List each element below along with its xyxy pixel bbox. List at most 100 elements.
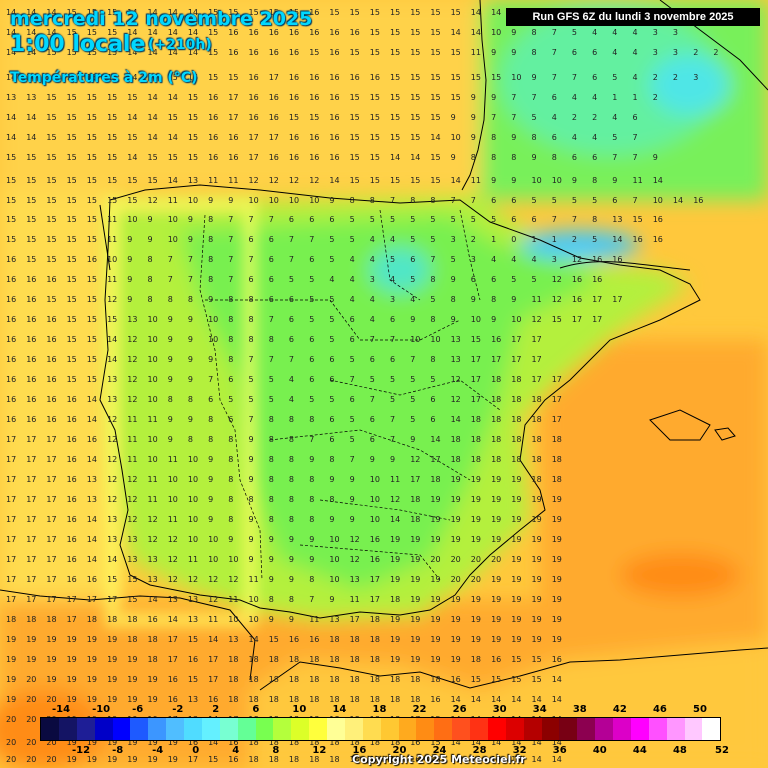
temperature-value: 12	[127, 515, 137, 524]
temperature-value: 9	[511, 48, 516, 57]
temperature-value: 19	[430, 635, 440, 644]
temperature-value: 18	[491, 375, 501, 384]
temperature-value: 16	[188, 738, 198, 747]
temperature-value: 6	[228, 375, 233, 384]
legend-label-lower: 44	[632, 745, 647, 756]
temperature-value: 20	[451, 555, 461, 564]
temperature-value: 5	[410, 375, 415, 384]
temperature-value: 7	[249, 255, 254, 264]
temperature-value: 16	[208, 153, 218, 162]
temperature-value: 15	[370, 8, 380, 17]
temperature-value: 15	[269, 8, 279, 17]
temperature-value: 10	[370, 475, 380, 484]
temperature-value: 8	[309, 515, 314, 524]
temperature-value: 15	[370, 113, 380, 122]
temperature-value: 16	[67, 455, 77, 464]
temperature-value: 5	[329, 255, 334, 264]
temperature-value: 8	[329, 455, 334, 464]
temperature-value: 16	[491, 335, 501, 344]
temperature-value: 9	[410, 435, 415, 444]
temperature-value: 15	[350, 153, 360, 162]
temperature-value: 11	[127, 415, 137, 424]
temperature-value: 11	[228, 595, 238, 604]
temperature-value: 9	[350, 515, 355, 524]
temperature-value: 12	[208, 595, 218, 604]
temperature-value: 15	[430, 73, 440, 82]
temperature-value: 6	[532, 215, 537, 224]
temperature-value: 13	[451, 355, 461, 364]
temperature-value: 9	[572, 176, 577, 185]
temperature-value: 20	[46, 755, 56, 764]
temperature-value: 17	[188, 755, 198, 764]
temperature-value: 15	[491, 73, 501, 82]
temperature-value: 15	[390, 176, 400, 185]
temperature-value: 9	[653, 153, 658, 162]
temperature-value: 20	[26, 755, 36, 764]
temperature-value: 12	[127, 395, 137, 404]
temperature-value: 6	[592, 153, 597, 162]
temperature-value: 16	[309, 8, 319, 17]
legend-swatch	[148, 718, 167, 740]
temperature-value: 15	[67, 28, 77, 37]
temperature-value: 17	[26, 435, 36, 444]
temperature-value: 11	[148, 415, 158, 424]
temperature-value: 15	[107, 133, 117, 142]
temperature-value: 18	[309, 655, 319, 664]
run-info: Run GFS 6Z du lundi 3 novembre 2025	[506, 8, 760, 26]
temperature-value: 5	[350, 215, 355, 224]
temperature-value: 7	[511, 113, 516, 122]
legend-label-upper: 26	[452, 704, 467, 715]
temperature-value: 4	[370, 295, 375, 304]
temperature-value: 13	[148, 575, 158, 584]
temperature-value: 12	[410, 455, 420, 464]
temperature-value: 18	[269, 738, 279, 747]
temperature-value: 17	[491, 355, 501, 364]
temperature-value: 19	[511, 515, 521, 524]
temperature-value: 9	[208, 495, 213, 504]
temperature-value: 18	[350, 635, 360, 644]
temperature-value: 5	[532, 275, 537, 284]
temperature-value: 12	[532, 315, 542, 324]
temperature-value: 10	[370, 515, 380, 524]
temperature-value: 12	[107, 435, 117, 444]
temperature-value: 6	[350, 395, 355, 404]
temperature-value: 14	[249, 635, 259, 644]
temperature-value: 19	[430, 515, 440, 524]
legend-color-bar	[40, 717, 721, 741]
temperature-value: 16	[269, 28, 279, 37]
temperature-value: 18	[350, 738, 360, 747]
temperature-value: 3	[451, 235, 456, 244]
temperature-value: 9	[188, 235, 193, 244]
temperature-value: 14	[168, 133, 178, 142]
temperature-value: 7	[208, 375, 213, 384]
temperature-value: 18	[107, 615, 117, 624]
temperature-value: 13	[107, 535, 117, 544]
temperature-value: 12	[208, 575, 218, 584]
temperature-value: 19	[532, 535, 542, 544]
temperature-value: 9	[188, 315, 193, 324]
temperature-value: 19	[430, 495, 440, 504]
temperature-value: 11	[148, 475, 158, 484]
temperature-value: 6	[289, 335, 294, 344]
temperature-value: 15	[67, 355, 77, 364]
coastal-yellow-band	[104, 197, 258, 628]
temperature-value: 18	[329, 675, 339, 684]
temperature-value: 15	[67, 255, 77, 264]
temperature-value: 14	[451, 176, 461, 185]
temperature-value: 9	[168, 415, 173, 424]
temperature-value: 17	[6, 435, 16, 444]
temperature-value: 14	[107, 355, 117, 364]
temperature-value: 11	[471, 176, 481, 185]
temperature-value: 18	[228, 675, 238, 684]
temperature-value: 11	[148, 495, 158, 504]
temperature-value: 4	[289, 375, 294, 384]
temperature-value: 14	[127, 113, 137, 122]
temperature-value: 6	[430, 415, 435, 424]
legend-swatch	[702, 718, 721, 740]
legend-label-upper: 10	[292, 704, 307, 715]
legend-swatch	[130, 718, 149, 740]
temperature-value: 16	[633, 235, 643, 244]
temperature-value: 14	[471, 738, 481, 747]
temperature-value: 6	[491, 275, 496, 284]
